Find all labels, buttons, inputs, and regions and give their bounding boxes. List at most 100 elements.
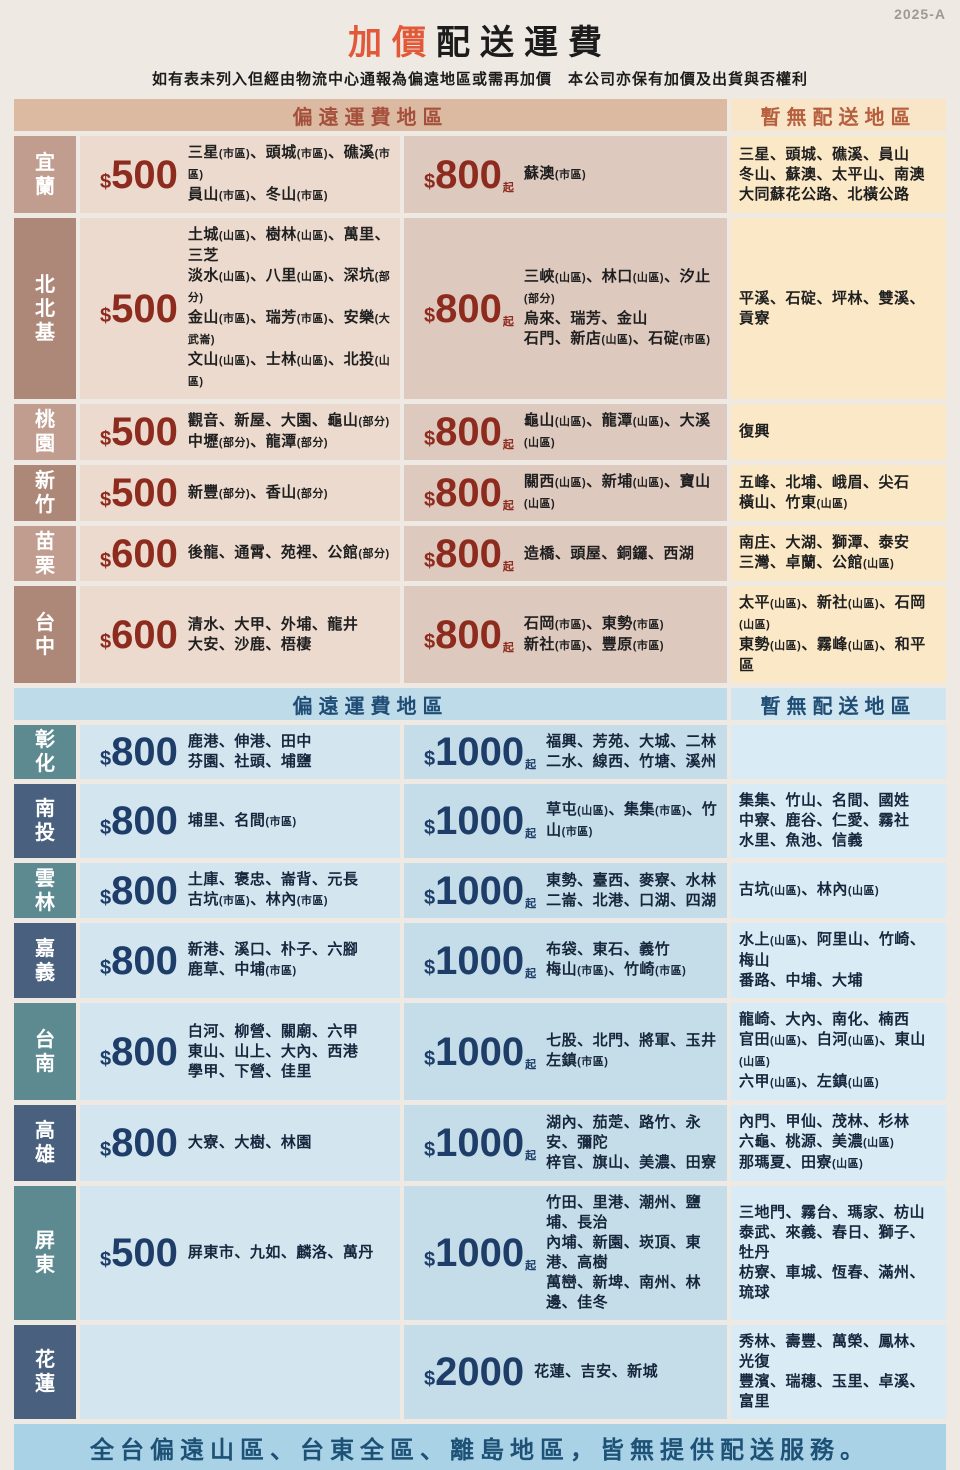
price-amount: 800	[435, 286, 502, 331]
area-qualifier: (市區)	[296, 148, 329, 160]
currency-symbol: $	[100, 817, 112, 839]
no-delivery-areas: 復興	[739, 423, 771, 440]
area-qualifier: (部分)	[218, 487, 251, 500]
fee-tier-2-cell: $800 起蘇澳(市區)	[404, 136, 727, 213]
fee-tier-2-cell: $1000 起草屯(山區)、集集(市區)、竹山(市區)	[404, 784, 727, 858]
currency-symbol: $	[424, 817, 436, 839]
fee-tier-2-cell: $1000 起東勢、臺西、麥寮、水林 二崙、北港、口湖、四湖	[404, 863, 727, 918]
currency-symbol: $	[424, 170, 436, 193]
area-qualifier: (市區)	[218, 895, 251, 907]
price-suffix: 起	[525, 967, 537, 980]
fee-tier-1-areas: 屏東市、九如、麟洛、萬丹	[187, 1244, 374, 1261]
no-delivery-cell: 秀林、壽豐、萬榮、鳳林、光復 豐濱、瑞穗、玉里、卓溪、富里	[731, 1325, 946, 1419]
price-suffix: 起	[502, 439, 514, 451]
area-qualifier: (山區)	[296, 230, 329, 242]
region-label: 嘉義	[14, 923, 76, 998]
area-qualifier: (山區)	[601, 334, 633, 346]
price-amount: 500	[111, 1231, 178, 1275]
area-qualifier: (山區)	[296, 271, 329, 283]
area-qualifier: (部分)	[187, 271, 391, 304]
region-label: 雲林	[14, 863, 76, 918]
no-delivery-cell: 南庄、大湖、獅潭、泰安 三灣、卓蘭、公館(山區)	[731, 526, 946, 581]
fee-tier-1-cell	[80, 1325, 400, 1419]
fee-tier-2-areas: 關西(山區)、新埔(山區)、寶山(山區)	[523, 473, 711, 510]
region-label: 桃園	[14, 404, 76, 460]
no-delivery-cell: 五峰、北埔、峨眉、尖石 橫山、竹東(山區)	[731, 465, 946, 521]
area-qualifier: (山區)	[632, 416, 665, 428]
currency-symbol: $	[100, 428, 112, 450]
fee-tier-2-areas: 三峽(山區)、林口(山區)、汐止(部分) 烏來、瑞芳、金山 石門、新店(山區)、石碇…	[523, 268, 711, 347]
area-qualifier: (部分)	[296, 437, 329, 449]
area-qualifier: (部分)	[358, 548, 390, 560]
fee-tier-1-cell: $500 三星(市區)、頭城(市區)、礁溪(市區) 員山(市區)、冬山(市區)	[80, 136, 400, 213]
no-delivery-cell: 三星、頭城、礁溪、員山 冬山、蘇澳、太平山、南澳 大同蘇花公路、北橫公路	[731, 136, 946, 213]
price-value: $600	[88, 534, 188, 574]
area-qualifier: (市區)	[296, 190, 329, 202]
price-amount: 500	[111, 410, 178, 454]
price-suffix: 起	[525, 1058, 537, 1071]
version-tag: 2025-A	[894, 6, 946, 22]
no-delivery-cell: 內門、甲仙、茂林、杉林 六龜、桃源、美濃(山區) 那瑪夏、田寮(山區)	[731, 1105, 946, 1181]
currency-symbol: $	[424, 549, 436, 572]
fee-tier-2-areas: 石岡(市區)、東勢(市區) 新社(市區)、豐原(市區)	[523, 614, 665, 653]
no-delivery-cell: 太平(山區)、新社(山區)、石岡(山區) 東勢(山區)、霧峰(山區)、和平區	[731, 586, 946, 683]
region-label: 彰化	[14, 725, 76, 779]
table-row: 新竹 $500 新豐(部分)、香山(部分) $800 起關西(山區)、新埔(山區)、寶山…	[14, 465, 946, 521]
area-qualifier: (山區)	[770, 935, 802, 947]
section-header: 偏遠運費地區 暫無配送地區	[14, 99, 946, 131]
fee-tier-1-cell: $500 土城(山區)、樹林(山區)、萬里、三芝 淡水(山區)、八里(山區)、深坑(…	[80, 218, 400, 399]
area-qualifier: (山區)	[847, 1035, 880, 1047]
area-qualifier: (山區)	[554, 272, 587, 284]
currency-symbol: $	[424, 428, 436, 450]
region-label: 苗栗	[14, 526, 76, 581]
no-delivery-cell: 復興	[731, 404, 946, 460]
price-value: $800 起	[412, 473, 524, 513]
area-qualifier: (市區)	[577, 965, 609, 977]
price-amount: 600	[111, 612, 178, 657]
fee-tier-2-areas: 福興、芳苑、大城、二林 二水、線西、竹塘、溪州	[546, 733, 717, 770]
fee-tier-1-cell: $800 土庫、褒忠、崙背、元長 古坑(市區)、林內(市區)	[80, 863, 400, 918]
table-row: 宜蘭 $500 三星(市區)、頭城(市區)、礁溪(市區) 員山(市區)、冬山(市區) $…	[14, 136, 946, 213]
price-amount: 1000	[435, 1231, 525, 1275]
price-suffix: 起	[525, 897, 537, 910]
price-value: $500	[88, 289, 188, 329]
fee-tier-1-areas: 土城(山區)、樹林(山區)、萬里、三芝 淡水(山區)、八里(山區)、深坑(部分) 金…	[187, 226, 391, 388]
currency-symbol: $	[424, 489, 436, 511]
currency-symbol: $	[100, 170, 112, 193]
area-qualifier: (山區)	[218, 271, 251, 283]
table-row: 高雄 $800 大寮、大樹、林園 $1000 起湖內、茄萣、路竹、永安、彌陀 梓官、旗山、…	[14, 1105, 946, 1181]
currency-symbol: $	[100, 489, 112, 511]
fee-tier-2-areas: 布袋、東石、義竹 梅山(市區)、竹崎(市區)	[546, 941, 687, 978]
fee-tier-1-cell: $500 觀音、新屋、大園、龜山(部分) 中壢(部分)、龍潭(部分)	[80, 404, 400, 460]
price-amount: 1000	[435, 730, 525, 774]
area-qualifier: (市區)	[554, 639, 587, 652]
area-qualifier: (部分)	[296, 487, 329, 500]
fee-tier-1-cell: $500 新豐(部分)、香山(部分)	[80, 465, 400, 521]
price-amount: 1000	[435, 799, 525, 843]
price-amount: 500	[111, 286, 178, 331]
table-row: 台南 $800 白河、柳營、關廟、六甲 東山、山上、大內、西港 學甲、下營、佳里 $100…	[14, 1003, 946, 1100]
area-qualifier: (山區)	[847, 598, 880, 610]
price-value: $800 起	[412, 412, 524, 452]
price-amount: 800	[435, 612, 502, 657]
currency-symbol: $	[424, 1249, 436, 1271]
price-suffix: 起	[502, 560, 514, 573]
region-label: 北北基	[14, 218, 76, 399]
fee-tier-2-cell: $800 起龜山(山區)、龍潭(山區)、大溪(山區)	[404, 404, 727, 460]
price-suffix: 起	[502, 641, 514, 654]
area-qualifier: (山區)	[739, 619, 771, 631]
price-suffix: 起	[525, 828, 537, 840]
area-qualifier: (山區)	[816, 497, 848, 510]
fee-tier-2-areas: 蘇澳(市區)	[523, 165, 587, 182]
fee-tier-1-cell: $800 新港、溪口、朴子、六腳 鹿草、中埔(市區)	[80, 923, 400, 998]
no-delivery-cell	[731, 725, 946, 779]
price-value: $1000 起	[412, 1032, 546, 1072]
price-value: $1000 起	[412, 1233, 546, 1273]
price-value: $500	[88, 155, 188, 195]
fee-tier-1-cell: $800 白河、柳營、關廟、六甲 東山、山上、大內、西港 學甲、下營、佳里	[80, 1003, 400, 1100]
fee-tier-1-cell: $600 清水、大甲、外埔、龍井 大安、沙鹿、梧棲	[80, 586, 400, 683]
area-qualifier: (山區)	[863, 558, 895, 570]
fee-tier-1-cell: $800 埔里、名間(市區)	[80, 784, 400, 858]
price-amount: 1000	[435, 1121, 525, 1165]
price-value: $800 起	[412, 615, 524, 655]
